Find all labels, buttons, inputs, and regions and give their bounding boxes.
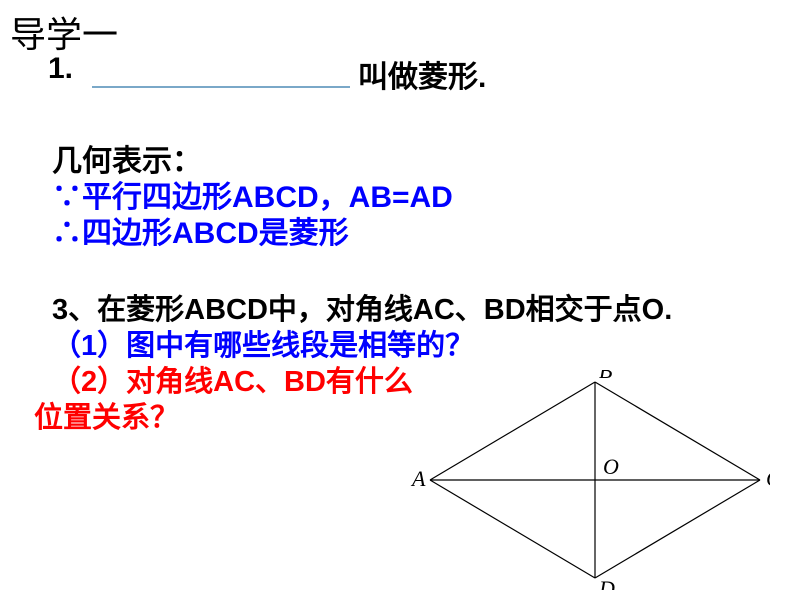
- rhombus-svg: A B C D O: [410, 370, 770, 590]
- svg-text:B: B: [599, 370, 612, 383]
- rhombus-diagram: A B C D O: [410, 370, 770, 590]
- svg-text:O: O: [603, 454, 619, 479]
- q3-sub2-line2: 位置关系？: [34, 394, 179, 436]
- svg-text:D: D: [598, 576, 615, 590]
- section-title: 导学一: [10, 6, 118, 58]
- q1-suffix: 叫做菱形.: [358, 52, 486, 96]
- q1-blank-underline: [92, 86, 350, 88]
- geo-conclusion: ∴四边形ABCD是菱形: [52, 208, 349, 252]
- svg-text:A: A: [410, 466, 426, 491]
- svg-text:C: C: [766, 466, 770, 491]
- q1-prefix: 1.: [48, 52, 73, 86]
